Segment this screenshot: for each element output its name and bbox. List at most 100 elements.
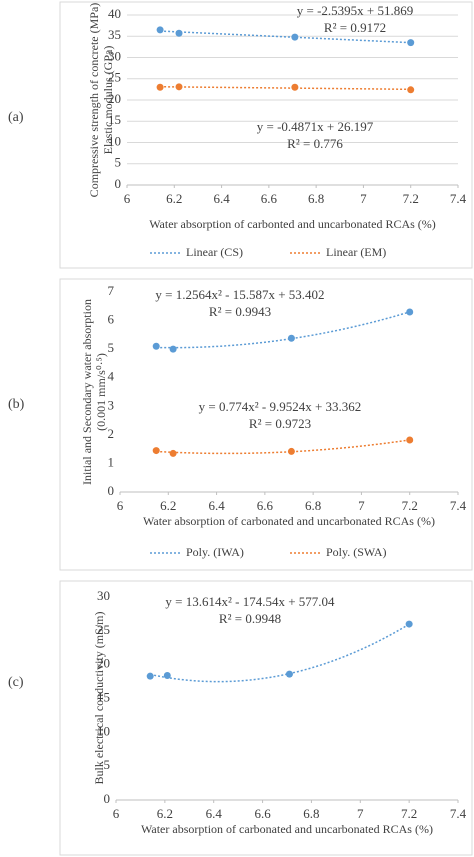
data-point (169, 449, 177, 457)
y-axis-label: Elastic modulus (GPa) (101, 46, 115, 155)
y-tick-label: 30 (108, 48, 121, 63)
x-tick-label: 6.6 (254, 806, 271, 821)
x-axis-label: Water absorption of carbonated and uncar… (143, 514, 435, 528)
annotation: y = 13.614x² - 174.54x + 577.04 (165, 594, 335, 609)
y-tick-label: 0 (104, 791, 111, 806)
x-tick-label: 6.8 (305, 498, 321, 513)
annotation: y = 0.774x² - 9.9524x + 33.362 (199, 399, 362, 414)
y-tick-label: 5 (115, 155, 122, 170)
data-point (152, 342, 160, 350)
x-tick-label: 7 (357, 806, 364, 821)
annotation: R² = 0.9943 (209, 304, 271, 319)
trendline (150, 623, 410, 683)
x-tick-label: 6.8 (303, 806, 319, 821)
y-tick-label: 25 (97, 622, 110, 637)
y-tick-label: 7 (108, 283, 115, 298)
legend-label: Linear (CS) (186, 245, 243, 259)
x-tick-label: 6 (113, 806, 120, 821)
data-point (406, 308, 414, 316)
y-axis-label: Initial and Secondary water absorption (80, 299, 94, 485)
x-axis-label: Water absorption of carbonated and uncar… (141, 822, 433, 836)
y-tick-label: 30 (97, 588, 110, 603)
y-tick-label: 35 (108, 27, 121, 42)
y-tick-label: 3 (108, 397, 115, 412)
y-axis-label: Bulk electrical conductivity (mS/m) (92, 612, 106, 785)
y-tick-label: 20 (97, 656, 110, 671)
data-point (156, 83, 164, 91)
x-tick-label: 7.2 (403, 191, 419, 206)
panel-frame (59, 580, 473, 856)
legend-label: Poly. (SWA) (326, 545, 387, 559)
data-point (287, 447, 295, 455)
x-tick-label: 6.6 (261, 191, 278, 206)
y-tick-label: 2 (108, 426, 115, 441)
y-tick-label: 10 (108, 133, 121, 148)
legend-label: Linear (EM) (326, 245, 386, 259)
data-point (405, 620, 413, 628)
data-point (285, 670, 293, 678)
x-tick-label: 6.4 (208, 498, 225, 513)
data-point (163, 671, 171, 679)
y-tick-label: 10 (97, 723, 110, 738)
annotation: R² = 0.9172 (324, 20, 386, 35)
x-tick-label: 6.4 (206, 806, 223, 821)
data-point (407, 39, 415, 47)
y-tick-label: 1 (108, 454, 115, 469)
x-tick-label: 6.8 (308, 191, 324, 206)
data-point (291, 33, 299, 41)
y-tick-label: 0 (115, 176, 122, 191)
x-tick-label: 6.4 (213, 191, 230, 206)
x-tick-label: 6.2 (160, 498, 176, 513)
y-tick-label: 25 (108, 70, 121, 85)
x-tick-label: 7.4 (450, 498, 467, 513)
panel-frame (59, 278, 473, 571)
x-tick-label: 7 (358, 498, 365, 513)
x-tick-label: 7.2 (402, 498, 418, 513)
y-tick-label: 4 (108, 369, 115, 384)
panel-label: (a) (8, 110, 24, 125)
x-tick-label: 7.4 (450, 806, 467, 821)
x-tick-label: 7 (360, 191, 367, 206)
x-tick-label: 7.4 (450, 191, 467, 206)
data-point (169, 345, 177, 353)
x-axis-label: Water absorption of carbonted and uncarb… (149, 217, 436, 231)
data-point (152, 447, 160, 455)
panel-frame (59, 1, 473, 269)
trendline (160, 85, 411, 91)
annotation: y = -0.4871x + 26.197 (257, 119, 374, 134)
trendline (156, 311, 410, 349)
x-tick-label: 6 (124, 191, 131, 206)
data-point (175, 29, 183, 37)
panel-label: (c) (8, 675, 24, 690)
annotation: R² = 0.9948 (219, 611, 281, 626)
data-point (146, 672, 154, 680)
legend-label: Poly. (IWA) (186, 545, 244, 559)
y-axis-label: Compressive strength of concrete (MPa) (87, 3, 101, 198)
data-point (406, 436, 414, 444)
y-axis-label: (0.001 mm/s⁰·⁵) (94, 353, 108, 431)
y-tick-label: 0 (108, 483, 115, 498)
annotation: y = 1.2564x² - 15.587x + 53.402 (155, 287, 324, 302)
y-tick-label: 20 (108, 91, 121, 106)
annotation: R² = 0.776 (287, 136, 343, 151)
data-point (156, 26, 164, 34)
annotation: y = -2.5395x + 51.869 (297, 3, 414, 18)
x-tick-label: 6.2 (157, 806, 173, 821)
panel-label: (b) (8, 397, 25, 412)
x-tick-label: 6 (117, 498, 124, 513)
annotation: R² = 0.9723 (249, 416, 311, 431)
y-tick-label: 15 (108, 112, 121, 127)
trendline (160, 30, 411, 44)
y-tick-label: 5 (104, 757, 111, 772)
y-tick-label: 40 (108, 6, 121, 21)
data-point (291, 83, 299, 91)
trendline (156, 439, 410, 455)
data-point (287, 334, 295, 342)
x-tick-label: 7.2 (401, 806, 417, 821)
y-tick-label: 15 (97, 689, 110, 704)
data-point (407, 86, 415, 94)
y-tick-label: 6 (108, 312, 115, 327)
data-point (175, 83, 183, 91)
x-tick-label: 6.6 (257, 498, 274, 513)
